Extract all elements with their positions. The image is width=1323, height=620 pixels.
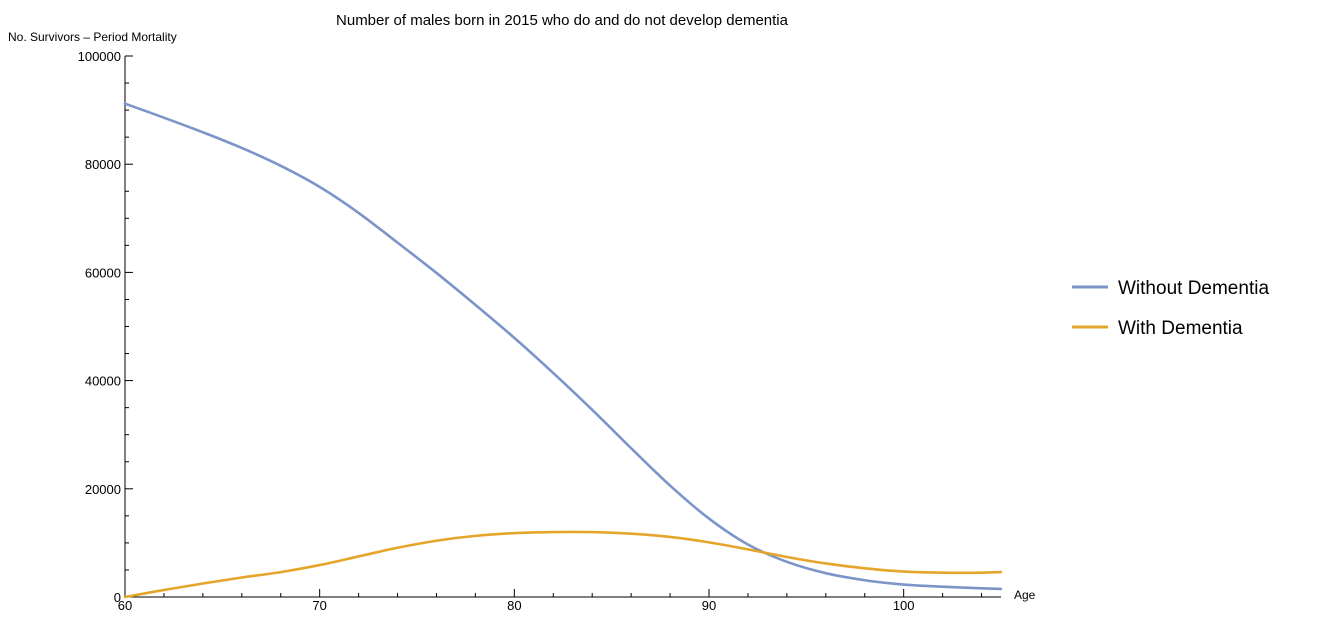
x-tick-label: 70 <box>312 598 326 613</box>
x-tick-label: 60 <box>118 598 132 613</box>
x-axis-title: Age <box>1014 588 1036 602</box>
series-line-with-dementia <box>123 530 1003 599</box>
plot-area: 0 20000 40000 60000 80000 100000 60 70 80 90 100 <box>78 49 1003 613</box>
x-tick-label: 100 <box>893 598 915 613</box>
y-axis-title: No. Survivors – Period Mortality <box>8 30 177 44</box>
x-axis-ticks: 60 70 80 90 100 <box>118 589 983 613</box>
y-tick-label: 80000 <box>85 157 121 172</box>
legend: Without Dementia With Dementia <box>1072 278 1269 339</box>
legend-label-with-dementia: With Dementia <box>1118 318 1243 339</box>
x-tick-label: 90 <box>702 598 716 613</box>
chart-title: Number of males born in 2015 who do and … <box>336 12 789 29</box>
y-tick-label: 20000 <box>85 482 121 497</box>
legend-label-without-dementia: Without Dementia <box>1118 278 1269 299</box>
y-axis-ticks: 0 20000 40000 60000 80000 100000 <box>78 49 133 605</box>
y-tick-label: 60000 <box>85 265 121 280</box>
series-layer <box>123 102 1003 599</box>
series-line-without-dementia <box>123 102 1003 591</box>
y-tick-label: 40000 <box>85 374 121 389</box>
x-tick-label: 80 <box>507 598 521 613</box>
y-tick-label: 100000 <box>78 49 121 64</box>
y-tick-label: 0 <box>114 590 121 605</box>
